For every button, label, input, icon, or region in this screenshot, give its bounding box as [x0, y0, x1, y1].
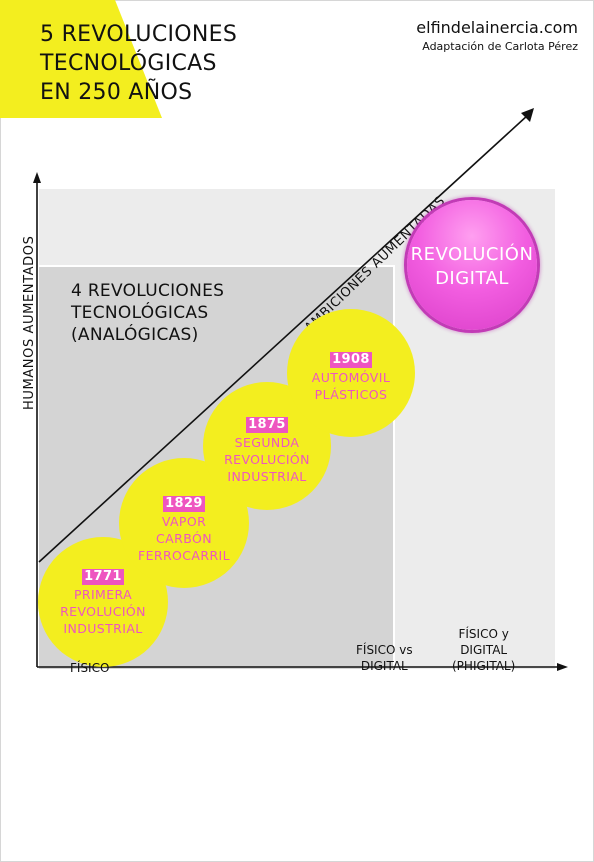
revolution-text-line: INDUSTRIAL	[227, 469, 307, 484]
revolution-year: 1829	[163, 496, 205, 512]
revolution-text-line: CARBÓN	[156, 531, 212, 546]
digital-revolution-text: REVOLUCIÓN	[410, 244, 534, 265]
y-axis-label: HUMANOS AUMENTADOS	[22, 235, 37, 410]
page-title: 5 REVOLUCIONES TECNOLÓGICAS EN 250 AÑOS	[40, 22, 238, 105]
revolution-text-line: VAPOR	[161, 514, 207, 529]
site-url: elfindelainercia.com	[416, 18, 578, 37]
x-axis-arrow-head	[557, 663, 568, 671]
revolution-year: 1908	[330, 352, 372, 368]
digital-revolution-text: DIGITAL	[435, 268, 509, 289]
revolution-text-line: SEGUNDA	[234, 435, 300, 450]
revolution-text-line: PRIMERA	[73, 587, 133, 602]
revolution-text-line: FERROCARRIL	[138, 548, 230, 563]
revolution-text-line: INDUSTRIAL	[63, 621, 143, 636]
x-axis-label-fisico: FÍSICO	[70, 661, 110, 675]
x-axis-label-phigital: FÍSICO y DIGITAL (PHIGITAL)	[452, 627, 516, 673]
title-highlight-shape	[0, 0, 162, 118]
revolution-year: 1771	[82, 569, 124, 585]
digital-revolution-circle: REVOLUCIÓN DIGITAL	[407, 200, 537, 330]
inner-region-label: 4 REVOLUCIONES TECNOLÓGICAS (ANALÓGICAS)	[71, 281, 225, 345]
credit-line: Adaptación de Carlota Pérez	[422, 40, 578, 53]
diagonal-arrow-line	[38, 114, 529, 563]
revolution-text-line: PLÁSTICOS	[314, 387, 388, 402]
revolution-text-line: AUTOMÓVIL	[311, 370, 391, 385]
revolution-year: 1875	[246, 417, 288, 433]
diagonal-arrow-head	[521, 108, 534, 122]
revolution-text-line: REVOLUCIÓN	[224, 452, 310, 467]
x-axis-label-fisico-vs-digital: FÍSICO vs DIGITAL	[356, 643, 413, 673]
revolution-text-line: REVOLUCIÓN	[60, 604, 146, 619]
y-axis-arrow-head	[33, 172, 41, 183]
revolution-circle-1908: 1908 AUTOMÓVIL PLÁSTICOS	[287, 309, 415, 437]
